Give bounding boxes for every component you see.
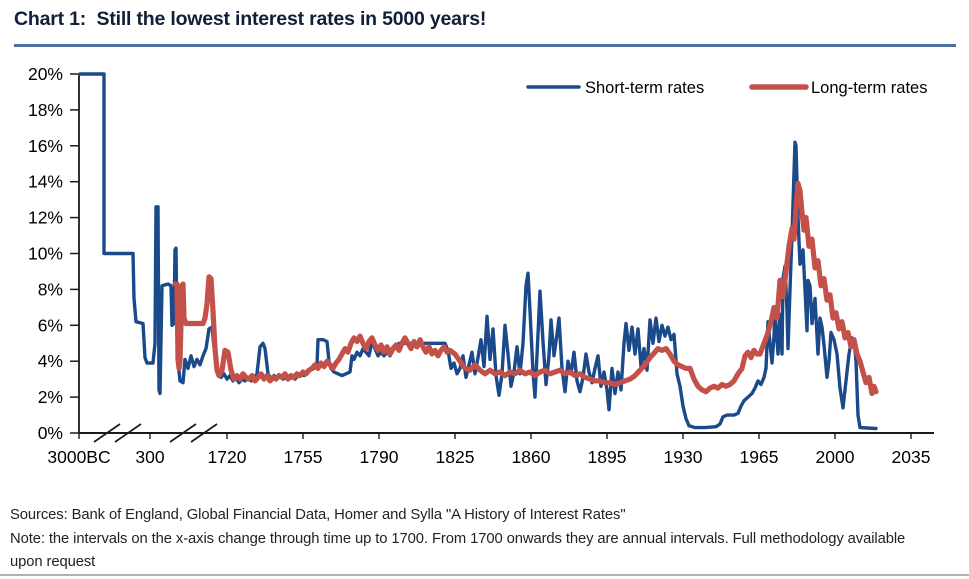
interest-rates-chart: 20% 18% 16% 14% 12% 10% 8% 6% 4% 2% 0% 3000BC 300 172… bbox=[28, 64, 934, 467]
x-axis-break-mark bbox=[114, 423, 142, 443]
x-axis-break-mark bbox=[169, 423, 197, 443]
x-tick-label: 1860 bbox=[512, 447, 551, 467]
y-tick-label: 6% bbox=[38, 315, 63, 335]
chart-footnotes: Sources: Bank of England, Global Financi… bbox=[10, 504, 960, 575]
chart-title: Chart 1: Still the lowest interest rates… bbox=[14, 8, 487, 30]
legend-label-short-term: Short-term rates bbox=[585, 79, 704, 97]
x-tick-label: 1790 bbox=[360, 447, 399, 467]
x-tick-label: 3000BC bbox=[47, 447, 110, 467]
y-tick-label: 10% bbox=[28, 244, 63, 264]
x-tick-label: 1755 bbox=[284, 447, 323, 467]
x-tick-label: 300 bbox=[135, 447, 164, 467]
x-tick-label: 1825 bbox=[436, 447, 475, 467]
y-tick-label: 12% bbox=[28, 208, 63, 228]
y-tick-label: 0% bbox=[38, 423, 63, 443]
note-line-1: Note: the intervals on the x-axis change… bbox=[10, 530, 906, 547]
note-line-2: upon request bbox=[10, 554, 96, 570]
x-tick-label: 2035 bbox=[892, 447, 931, 467]
x-tick-label: 1965 bbox=[740, 447, 779, 467]
sources-line: Sources: Bank of England, Global Financi… bbox=[10, 507, 626, 523]
bottom-divider-rule bbox=[0, 574, 969, 576]
y-tick-label: 8% bbox=[38, 279, 63, 299]
x-tick-label: 1895 bbox=[588, 447, 627, 467]
y-tick-label: 20% bbox=[28, 64, 63, 84]
y-tick-label: 16% bbox=[28, 136, 63, 156]
title-underline-rule bbox=[14, 44, 956, 47]
x-tick-label: 1930 bbox=[664, 447, 703, 467]
x-tick-label: 2000 bbox=[816, 447, 855, 467]
x-axis-break-mark bbox=[190, 423, 218, 443]
x-tick-label: 1720 bbox=[208, 447, 247, 467]
y-tick-label: 18% bbox=[28, 100, 63, 120]
y-tick-label: 2% bbox=[38, 387, 63, 407]
long-term-rates-line bbox=[172, 180, 879, 397]
y-tick-label: 4% bbox=[38, 351, 63, 371]
legend-label-long-term: Long-term rates bbox=[811, 79, 927, 97]
x-axis-break-mark bbox=[93, 423, 121, 443]
y-tick-label: 14% bbox=[28, 172, 63, 192]
short-term-rates-line bbox=[78, 72, 878, 431]
